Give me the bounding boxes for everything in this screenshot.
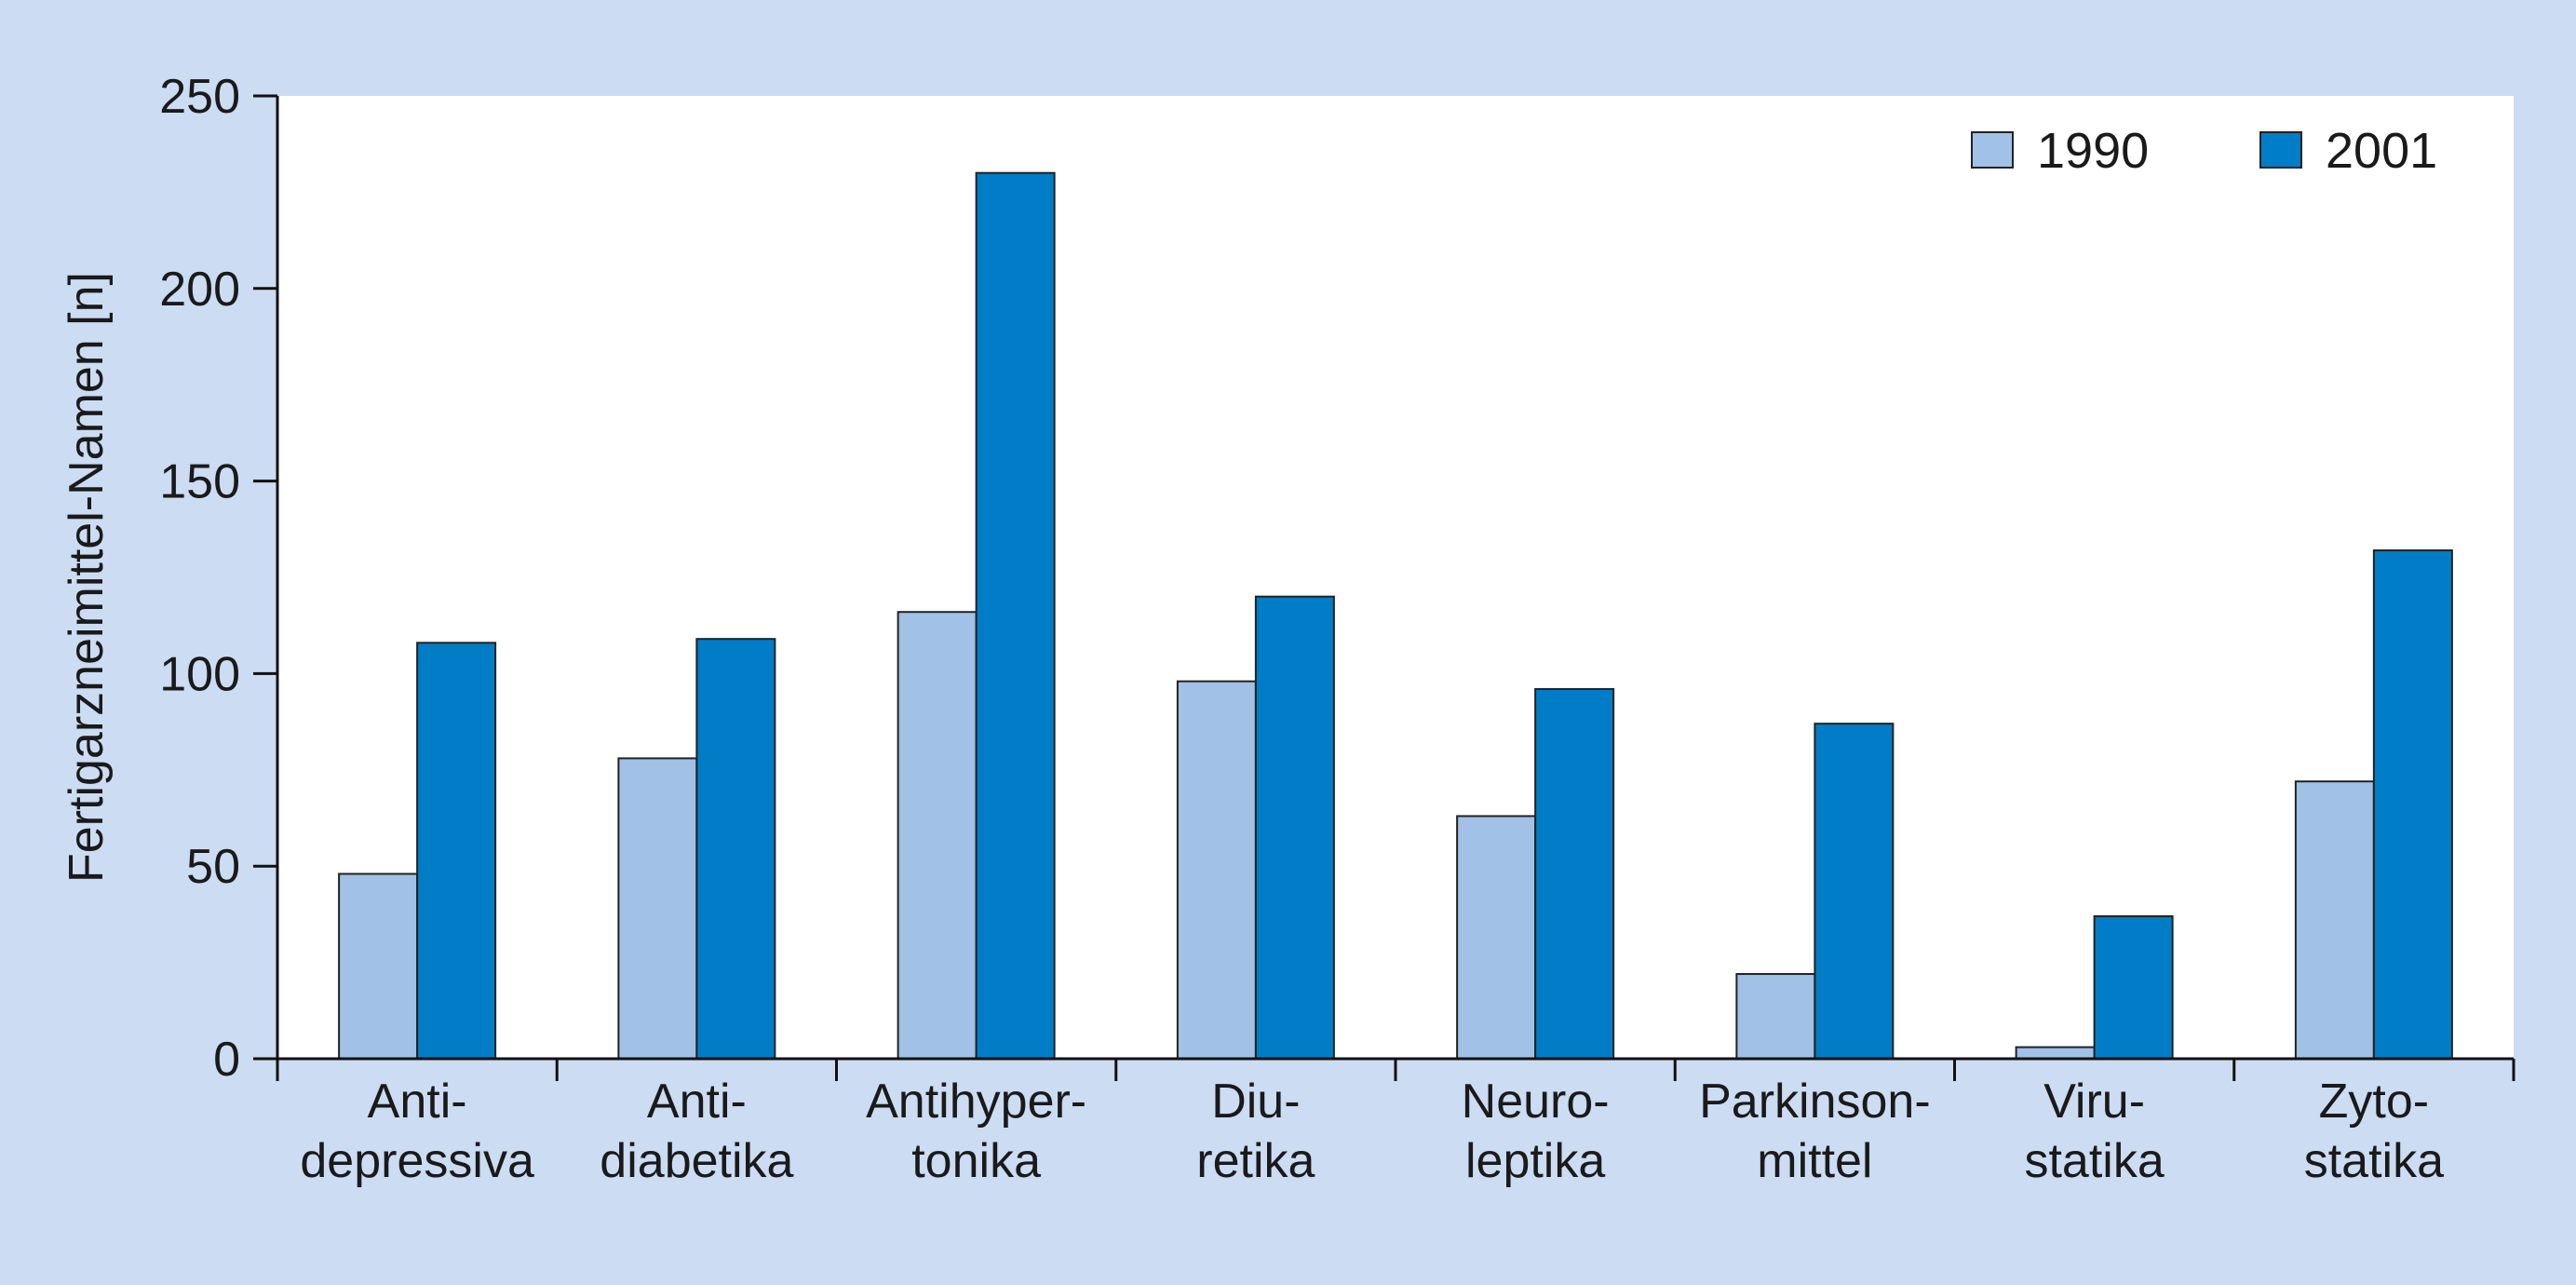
bar-2001-7 <box>2372 549 2453 1060</box>
x-tick-label-4: Neuro-leptika <box>1462 1075 1610 1188</box>
bar-1990-7 <box>2294 780 2375 1060</box>
bar-1990-5 <box>1735 973 1816 1061</box>
y-tick-label-100: 100 <box>159 647 240 701</box>
x-tick-label-1-line-1: diabetika <box>600 1134 793 1188</box>
x-tick-label-4-line-0: Neuro- <box>1462 1075 1610 1129</box>
legend-swatch-1990 <box>1971 131 2014 169</box>
x-tick-label-3-line-1: retika <box>1196 1134 1315 1188</box>
bar-2001-3 <box>1254 595 1335 1060</box>
bar-2001-1 <box>695 638 776 1061</box>
x-tick-label-0-line-1: depressiva <box>300 1134 534 1188</box>
bar-1990-1 <box>617 757 698 1061</box>
bar-2001-2 <box>975 171 1056 1061</box>
legend-label-1990: 1990 <box>2037 123 2149 179</box>
x-tick-label-3: Diu-retika <box>1196 1075 1315 1188</box>
x-tick-label-7-line-1: statika <box>2304 1134 2444 1188</box>
x-tick-label-7: Zyto-statika <box>2304 1075 2444 1188</box>
legend-swatch-2001 <box>2259 131 2302 169</box>
bar-1990-2 <box>897 611 978 1060</box>
x-tick-label-7-line-0: Zyto- <box>2319 1075 2429 1129</box>
y-tick-label-150: 150 <box>159 455 240 509</box>
x-tick-label-4-line-1: leptika <box>1465 1134 1605 1188</box>
x-tick-label-2-line-0: Antihyper- <box>866 1075 1086 1129</box>
x-tick-label-5: Parkinson-mittel <box>1699 1075 1931 1188</box>
bar-1990-3 <box>1176 680 1257 1060</box>
plot-area <box>277 96 2514 1059</box>
bar-2001-4 <box>1534 687 1615 1060</box>
x-tick-label-1: Anti-diabetika <box>600 1075 793 1188</box>
x-tick-label-6-line-0: Viru- <box>2043 1075 2145 1129</box>
y-tick-label-0: 0 <box>213 1033 240 1087</box>
x-tick-label-1-line-0: Anti- <box>647 1075 747 1129</box>
y-tick-label-250: 250 <box>159 70 240 124</box>
x-tick-label-0: Anti-depressiva <box>300 1075 534 1188</box>
y-tick-label-200: 200 <box>159 263 240 317</box>
x-tick-label-2-line-1: tonika <box>911 1134 1041 1188</box>
x-tick-label-5-line-1: mittel <box>1757 1134 1872 1188</box>
bar-1990-0 <box>338 872 419 1060</box>
x-tick-label-3-line-0: Diu- <box>1211 1075 1300 1129</box>
legend-label-2001: 2001 <box>2326 123 2437 179</box>
bar-1990-4 <box>1456 815 1537 1060</box>
x-tick-label-0-line-0: Anti- <box>368 1075 467 1129</box>
bar-2001-0 <box>416 642 497 1060</box>
bar-1990-6 <box>2015 1046 2096 1061</box>
x-tick-label-2: Antihyper-tonika <box>866 1075 1086 1188</box>
x-tick-label-5-line-0: Parkinson- <box>1699 1075 1931 1129</box>
y-axis-label: Fertigarzneimittel-Namen [n] <box>60 272 114 883</box>
x-tick-label-6-line-1: statika <box>2024 1134 2164 1188</box>
y-tick-label-50: 50 <box>186 840 240 894</box>
bar-2001-6 <box>2093 914 2174 1061</box>
x-tick-label-6: Viru-statika <box>2024 1075 2164 1188</box>
bar-2001-5 <box>1814 723 1895 1061</box>
